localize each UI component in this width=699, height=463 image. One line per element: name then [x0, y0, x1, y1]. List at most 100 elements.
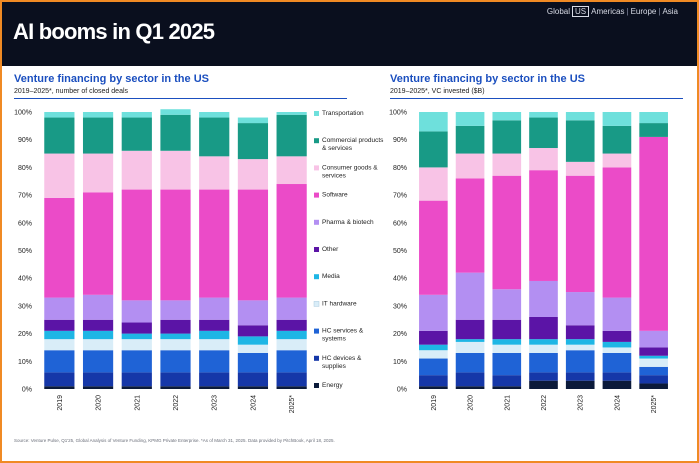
left-bar-segment-software	[82, 192, 114, 295]
right-bar-segment-it-hardware	[639, 358, 668, 367]
right-bar-segment-software	[565, 175, 595, 293]
right-bar-segment-consumer-goods-services	[529, 148, 558, 171]
right-bar-segment-pharma-biotech	[492, 289, 522, 320]
right-xtick-label: 2020	[468, 395, 475, 411]
right-bar-segment-other	[529, 316, 558, 340]
region-us[interactable]: US	[572, 6, 590, 17]
left-bar-segment-software	[276, 184, 307, 298]
right-bar-segment-it-hardware	[419, 350, 448, 359]
right-bar-segment-commercial-products-services	[639, 123, 668, 137]
left-bar-segment-commercial-products-services	[237, 123, 269, 160]
legend-swatch-it-hardware	[313, 301, 320, 307]
left-bar-segment-software	[121, 189, 152, 301]
left-bar-segment-commercial-products-services	[82, 117, 114, 154]
left-bar-segment-media	[199, 330, 230, 340]
left-xtick-label: 2019	[57, 395, 64, 411]
right-bar-segment-software	[602, 167, 632, 298]
region-americas[interactable]: Americas	[591, 7, 625, 16]
left-xtick-label: 2023	[212, 395, 219, 411]
right-bar-segment-media	[492, 339, 522, 345]
right-bar-segment-hc-services-systems	[492, 352, 522, 376]
right-bar-segment-hc-devices-supplies	[455, 372, 485, 387]
right-ytick-label: 60%	[393, 220, 407, 227]
header-banner: AI booms in Q1 2025 Global US Americas |…	[2, 2, 697, 66]
right-bar-segment-commercial-products-services	[529, 117, 558, 149]
right-ytick-label: 50%	[393, 248, 407, 255]
source-note: Source: Venture Pulse, Q1'25, Global Ana…	[14, 438, 335, 443]
legend-swatch-software	[314, 192, 319, 198]
left-bar-segment-other	[82, 319, 114, 331]
left-bar-segment-transportation	[160, 109, 191, 115]
left-bar-segment-hc-services-systems	[44, 350, 75, 373]
region-asia[interactable]: Asia	[662, 7, 678, 16]
left-bar-segment-energy	[199, 386, 230, 389]
right-bar-segment-other	[565, 325, 595, 340]
left-ytick-label: 0%	[22, 387, 32, 394]
legend: Transportation Commercial products & servi…	[313, 110, 384, 389]
left-bar-segment-other	[276, 319, 307, 331]
right-bar-segment-pharma-biotech	[565, 292, 595, 326]
right-bar-segment-media	[419, 344, 448, 351]
right-xtick-label: 2019	[431, 395, 438, 411]
left-bar-segment-transportation	[82, 112, 114, 118]
legend-label-hc-devices-supplies: HC devices & supplies	[322, 355, 362, 370]
left-bar-segment-it-hardware	[237, 344, 269, 353]
region-global[interactable]: Global	[546, 7, 571, 16]
left-bar-segment-other	[44, 319, 75, 331]
right-bar-segment-transportation	[492, 112, 522, 121]
left-xtick-label: 2022	[173, 395, 180, 411]
legend-label-energy: Energy	[322, 382, 343, 389]
right-bar-segment-hc-services-systems	[529, 352, 558, 373]
right-bar-segment-software	[455, 178, 485, 273]
left-ytick-label: 60%	[18, 220, 32, 227]
left-bar-segment-commercial-products-services	[199, 117, 230, 157]
left-xtick-label: 2025*	[289, 395, 296, 414]
legend-label-transportation: Transportation	[322, 110, 364, 117]
left-bar-segment-it-hardware	[160, 339, 191, 351]
left-ytick-label: 70%	[18, 193, 32, 200]
left-title-rule	[14, 98, 347, 99]
left-bar-segment-commercial-products-services	[44, 117, 75, 154]
right-chart-subtitle: 2019–2025*, VC invested ($B)	[390, 88, 485, 95]
left-bar-segment-other	[121, 322, 152, 334]
right-xtick-label: 2024	[614, 395, 621, 411]
left-bar-segment-software	[44, 197, 75, 298]
right-chart: 0% 10% 20% 30% 40% 50% 60% 70% 80% 90% 100% 2019 202…	[389, 110, 668, 413]
legend-label-hc-services-systems: HC services & systems	[322, 328, 364, 343]
left-chart-subtitle: 2019–2025*, number of closed deals	[14, 88, 129, 95]
left-bar-segment-hc-devices-supplies	[199, 372, 230, 387]
right-bar-segment-it-hardware	[602, 347, 632, 353]
right-bar-segment-energy	[602, 380, 632, 389]
legend-swatch-pharma-biotech	[314, 219, 319, 225]
left-bar-segment-energy	[276, 386, 307, 389]
left-bar-segment-hc-devices-supplies	[276, 372, 307, 387]
left-bar-segment-other	[199, 319, 230, 331]
legend-label-pharma-biotech: Pharma & biotech	[322, 219, 374, 226]
left-bar-segment-energy	[44, 386, 75, 389]
left-bar-segment-transportation	[237, 117, 269, 124]
right-bar-segment-consumer-goods-services	[602, 153, 632, 168]
left-bar-segment-pharma-biotech	[82, 294, 114, 320]
right-bar-segment-software	[492, 175, 522, 290]
right-bar-segment-other	[455, 319, 485, 340]
region-europe[interactable]: Europe	[630, 7, 657, 16]
right-bar-segment-commercial-products-services	[492, 120, 522, 154]
right-ytick-label: 90%	[393, 137, 407, 144]
right-bar-segment-media	[639, 355, 668, 359]
left-bar-segment-software	[237, 189, 269, 301]
right-ytick-label: 30%	[393, 303, 407, 310]
right-bar-segment-transportation	[455, 112, 485, 126]
left-ytick-label: 10%	[18, 359, 32, 366]
right-ytick-label: 0%	[397, 387, 407, 394]
left-bar-segment-consumer-goods-services	[199, 156, 230, 190]
left-bar-segment-software	[199, 189, 230, 298]
left-bar-segment-hc-services-systems	[121, 350, 152, 373]
left-xtick-label: 2021	[134, 395, 141, 411]
right-bar-segment-consumer-goods-services	[565, 161, 595, 176]
left-chart: 0% 10% 20% 30% 40% 50% 60% 70% 80% 90% 100% 2019 202…	[14, 109, 307, 413]
legend-swatch-transportation	[314, 111, 319, 116]
right-bar-segment-it-hardware	[529, 344, 558, 353]
right-bar-segment-other	[419, 330, 448, 345]
